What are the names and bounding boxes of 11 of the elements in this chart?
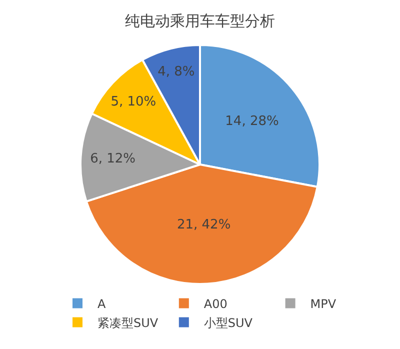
legend-label: 小型SUV: [204, 316, 254, 330]
data-label: 21, 42%: [176, 218, 231, 233]
legend-label: 紧凑型SUV: [98, 316, 159, 330]
legend-label: A: [98, 296, 106, 311]
data-label: 5, 10%: [110, 94, 156, 110]
chart-title: 纯电动乘用车车型分析: [125, 12, 275, 30]
legend-label: A00: [204, 296, 228, 311]
data-label: 14, 28%: [225, 114, 279, 129]
data-label: 6, 12%: [90, 152, 136, 167]
legend-label: MPV: [310, 296, 337, 311]
data-label: 4, 8%: [158, 64, 195, 80]
